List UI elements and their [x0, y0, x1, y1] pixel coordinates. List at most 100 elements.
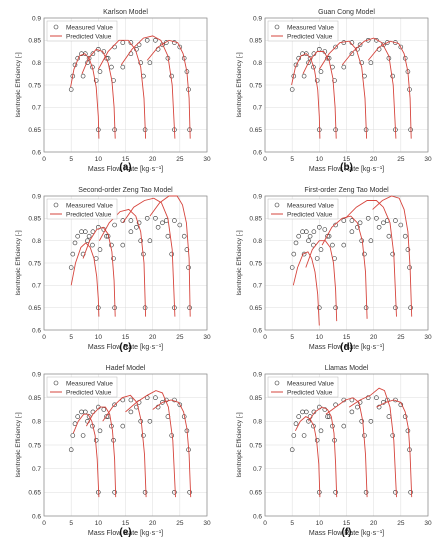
measured-point [144, 216, 150, 221]
chart-panel-2: 0 5 10 15 20 25 30 0.6 0.65 0.7 0.75 0.8 0.85 0.9 Guan… [236, 9, 432, 173]
measured-point [349, 229, 355, 234]
measured-point [291, 251, 297, 257]
predicted-curve [318, 40, 368, 139]
chart-title: Second-order Zeng Tao Model [78, 187, 173, 194]
predicted-curve [72, 413, 100, 498]
y-tick-label: 0.8 [32, 419, 41, 426]
measured-point [332, 78, 337, 83]
measured-point [355, 404, 360, 410]
measured-point [72, 240, 78, 246]
predicted-curve [86, 406, 117, 498]
y-tick-label: 0.85 [249, 216, 262, 223]
x-tick-label: 15 [343, 520, 351, 527]
measured-point [160, 400, 165, 405]
x-tick-label: 25 [176, 156, 184, 163]
y-tick-label: 0.8 [32, 238, 41, 245]
predicted-series [70, 35, 191, 139]
measured-point [349, 409, 355, 415]
x-axis-label: Mass Flow Rate [kg·s⁻¹] [309, 166, 384, 173]
x-tick-label: 10 [316, 520, 324, 527]
y-tick-label: 0.75 [249, 260, 262, 267]
legend-marker-measured [53, 24, 59, 30]
x-tick-label: 10 [316, 334, 324, 341]
measured-point [316, 305, 322, 311]
measured-point [359, 60, 365, 66]
legend: Measured Value Predicted Value [46, 198, 118, 220]
measured-point [134, 225, 139, 230]
measured-point [306, 418, 311, 424]
measured-point [169, 251, 174, 257]
y-axis-label: Isentropic Efficiency [-] [236, 230, 243, 295]
y-tick-label: 0.65 [249, 490, 262, 497]
predicted-curve [348, 387, 397, 498]
measured-point [187, 489, 192, 495]
measured-point [318, 247, 324, 252]
y-tick-label: 0.85 [28, 38, 41, 45]
panel-label: (f) [342, 527, 352, 538]
measured-point [169, 73, 174, 79]
measured-point [311, 423, 316, 429]
measured-point [407, 265, 412, 270]
y-tick-label: 0.75 [28, 442, 41, 449]
measured-point [301, 433, 307, 438]
y-tick-label: 0.65 [28, 490, 41, 497]
x-tick-label: 30 [424, 334, 432, 341]
measured-point [97, 247, 103, 252]
measured-point [341, 423, 347, 429]
measured-point [306, 60, 311, 66]
measured-point [341, 218, 347, 223]
measured-point [177, 402, 183, 408]
measured-point [386, 233, 392, 239]
y-tick-label: 0.9 [32, 371, 41, 378]
measured-point [120, 397, 126, 403]
predicted-curve [146, 39, 191, 139]
measured-point [398, 44, 404, 50]
measured-point [289, 87, 295, 92]
measured-point [68, 447, 74, 453]
legend: Measured Value Predicted Value [46, 376, 118, 398]
measured-point [368, 418, 374, 424]
measured-point [75, 233, 80, 239]
x-tick-label: 15 [122, 334, 130, 341]
y-tick-label: 0.85 [28, 216, 41, 223]
x-axis-label: Mass Flow Rate [kg·s⁻¹] [309, 344, 384, 351]
measured-point [112, 222, 117, 228]
measured-point [303, 409, 309, 415]
y-tick-label: 0.9 [253, 15, 262, 22]
measured-point [408, 489, 413, 495]
measured-point [393, 40, 398, 45]
measured-point [405, 247, 411, 252]
legend-marker-measured [53, 202, 59, 208]
measured-point [374, 216, 379, 221]
chart-title: Guan Cong Model [318, 9, 375, 16]
measured-point [341, 64, 347, 70]
measured-point [349, 218, 355, 223]
measured-point [293, 421, 299, 427]
measured-point [362, 251, 367, 257]
predicted-curve [367, 40, 412, 139]
legend: Measured Value Predicted Value [267, 20, 339, 42]
y-tick-label: 0.65 [28, 305, 41, 312]
measured-point [172, 218, 177, 223]
chart-title: Hadef Model [106, 365, 146, 372]
measured-point [68, 87, 74, 92]
measured-point [363, 489, 369, 495]
x-tick-label: 10 [95, 334, 103, 341]
legend: Measured Value Predicted Value [267, 376, 339, 398]
x-tick-label: 5 [290, 520, 294, 527]
measured-point [393, 218, 398, 223]
measured-point [155, 225, 161, 230]
measured-point [322, 227, 328, 232]
measured-point [93, 437, 99, 443]
y-tick-label: 0.75 [28, 82, 41, 89]
measured-point [97, 428, 103, 434]
measured-point [70, 433, 76, 438]
measured-point [325, 233, 330, 239]
chart-panel-6: 0 5 10 15 20 25 30 0.6 0.65 0.7 0.75 0.8 0.85 0.9 Llam… [236, 365, 432, 538]
measured-point [128, 218, 134, 223]
measured-point [112, 489, 117, 495]
y-tick-label: 0.8 [253, 238, 262, 245]
measured-point [164, 40, 169, 45]
measured-point [289, 447, 295, 453]
measured-point [381, 42, 386, 48]
